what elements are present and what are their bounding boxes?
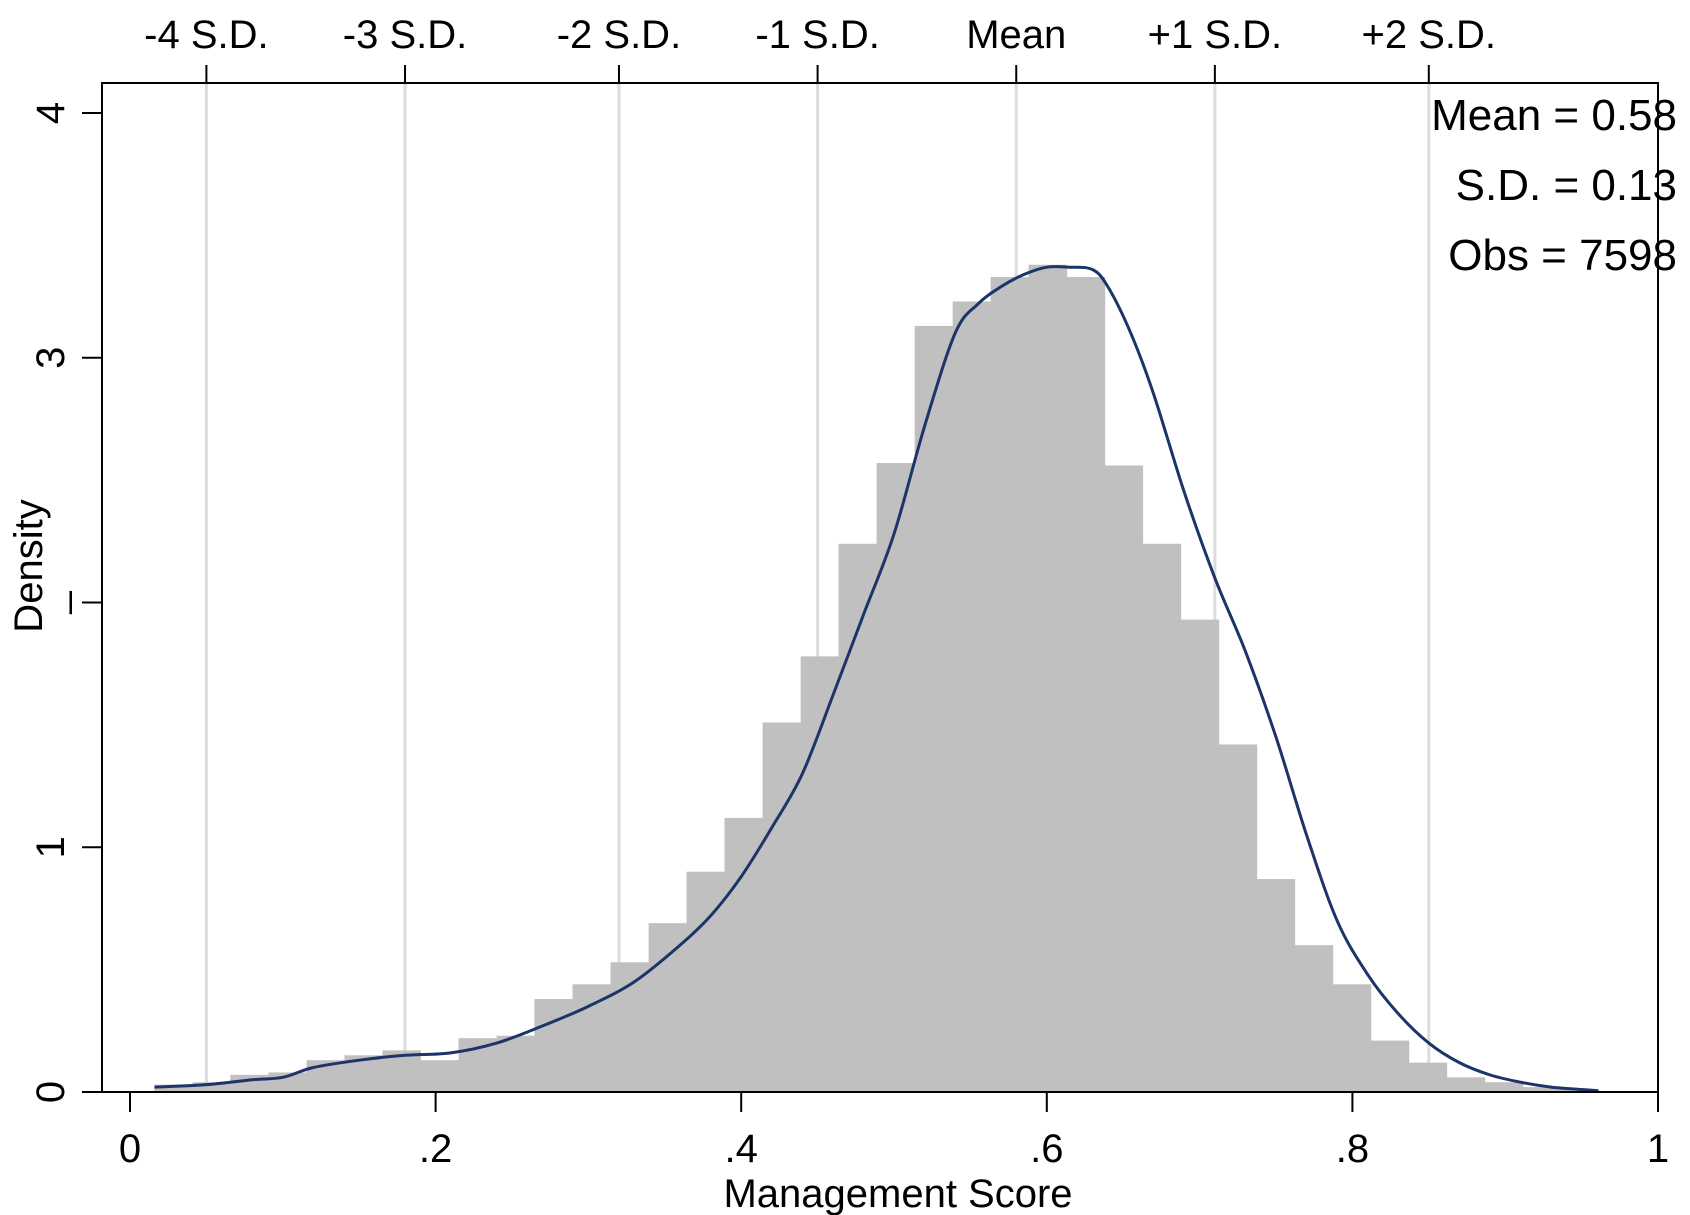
x-axis-tick-label: .8: [1336, 1127, 1369, 1171]
histogram-bar: [1370, 1040, 1410, 1092]
y-axis-tick-label: 1: [29, 836, 73, 858]
top-axis-label: +1 S.D.: [1148, 13, 1283, 57]
histogram-bar: [952, 301, 992, 1092]
histogram-bar: [724, 817, 764, 1092]
y-axis-tick-label: 0: [29, 1081, 73, 1103]
summary-stats: Mean = 0.58 S.D. = 0.13 Obs = 7598: [1431, 91, 1677, 280]
summary-stat: Mean = 0.58: [1431, 91, 1677, 140]
histogram-bar: [800, 656, 840, 1092]
histogram-bar: [1028, 264, 1068, 1092]
summary-stat: Obs = 7598: [1448, 231, 1677, 280]
histogram-bar: [192, 1082, 231, 1092]
plot-frame: [101, 82, 1659, 1093]
histogram-bar: [420, 1060, 460, 1092]
histogram-bar: [1180, 619, 1220, 1092]
histogram-bar: [914, 325, 954, 1092]
x-axis-tick-label: 0: [119, 1127, 141, 1171]
histogram-bar: [572, 984, 612, 1092]
histogram-bar: [230, 1074, 269, 1092]
histogram-bar: [838, 543, 878, 1092]
y-axis-tick-label: 4: [29, 102, 73, 124]
histogram-bar: [534, 998, 574, 1092]
top-sd-axis: -4 S.D. -3 S.D. -2 S.D. -1 S.D. Mean +1 S.D. +…: [144, 13, 1496, 83]
x-axis-tick-label: .4: [725, 1127, 758, 1171]
histogram-bar: [1142, 543, 1182, 1092]
histogram-bar: [154, 1084, 193, 1092]
histogram-bar: [1256, 879, 1296, 1092]
y-axis-tick-label: _: [29, 591, 73, 615]
histogram-bar: [1104, 465, 1144, 1092]
histogram-bar: [1408, 1062, 1448, 1092]
top-axis-label: -4 S.D.: [144, 13, 268, 57]
histogram-bar: [990, 276, 1030, 1092]
histogram-bar: [762, 722, 802, 1092]
x-axis-title: Management Score: [723, 1172, 1072, 1215]
kernel-density-line: [154, 265, 1599, 1093]
x-axis-tick-label: .2: [419, 1127, 452, 1171]
summary-stat: S.D. = 0.13: [1456, 161, 1677, 210]
x-axis: 0 .2 .4 .6 .8 1: [119, 1092, 1669, 1171]
x-axis-tick-label: .6: [1030, 1127, 1063, 1171]
y-axis: 0 1 _ 3 4: [29, 102, 102, 1103]
histogram-bar: [1446, 1077, 1486, 1092]
histogram-bar: [496, 1035, 535, 1092]
histogram-bar: [610, 962, 650, 1092]
top-axis-label: +2 S.D.: [1362, 13, 1497, 57]
top-axis-label: Mean: [966, 13, 1066, 57]
histogram-bar: [1484, 1082, 1524, 1092]
histogram-bar: [1218, 744, 1258, 1092]
x-axis-tick-label: 1: [1647, 1127, 1669, 1171]
histogram-bar: [1332, 984, 1372, 1092]
histogram-bar: [458, 1038, 498, 1092]
histogram-bar: [1522, 1087, 1562, 1092]
top-axis-label: -3 S.D.: [343, 13, 467, 57]
histogram-bar: [1066, 276, 1106, 1092]
histogram-bar: [1294, 945, 1334, 1092]
top-axis-label: -1 S.D.: [755, 13, 879, 57]
histogram-bar: [648, 923, 687, 1092]
histogram-bars: [154, 264, 1600, 1092]
histogram-bar: [876, 462, 916, 1092]
y-axis-title: Density: [7, 499, 51, 632]
top-axis-label: -2 S.D.: [557, 13, 681, 57]
y-axis-tick-label: 3: [29, 347, 73, 369]
